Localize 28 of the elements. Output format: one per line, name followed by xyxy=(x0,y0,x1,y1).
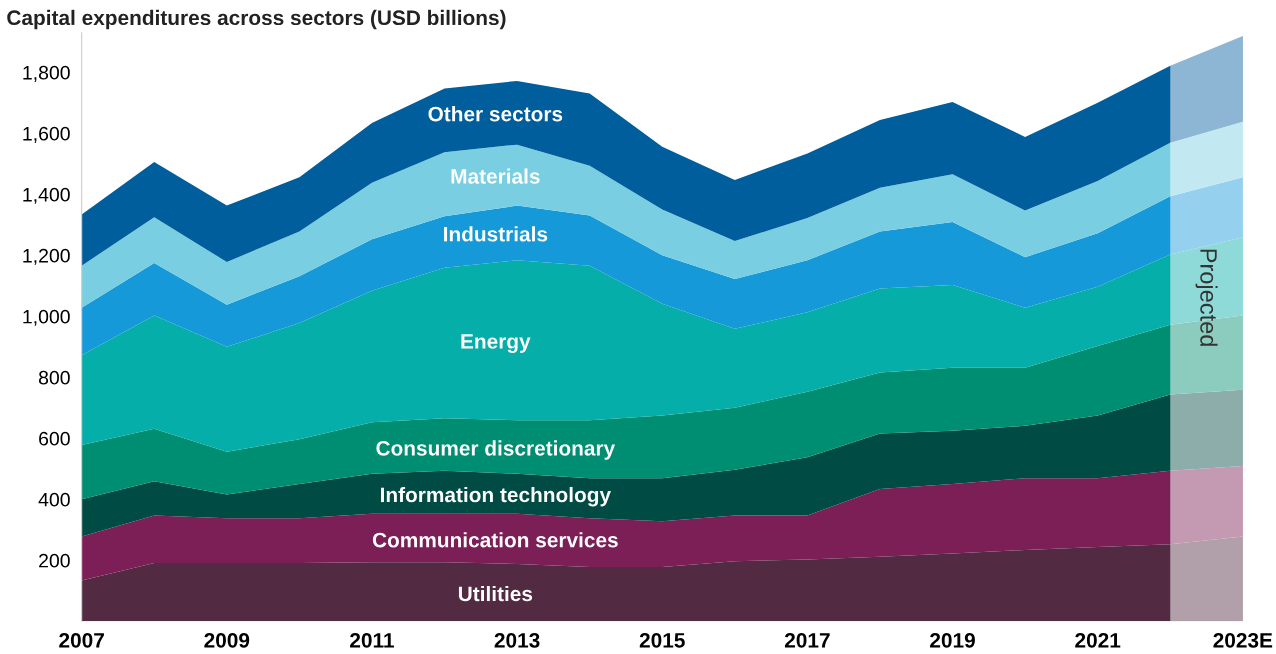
series-label: Industrials xyxy=(444,226,548,242)
x-tick-label: 2013 xyxy=(494,632,540,648)
series-label: Other sectors xyxy=(428,106,563,122)
chart-title: Capital expenditures across sectors (USD billions) xyxy=(7,9,506,30)
y-tick-label: 600 xyxy=(39,431,70,446)
y-tick-label: 1,400 xyxy=(23,187,70,204)
x-tick-label: 2015 xyxy=(639,632,685,648)
x-tick-label: 2011 xyxy=(350,632,394,648)
x-tick-label: 2019 xyxy=(930,632,975,648)
series-label: Communication services xyxy=(372,532,618,548)
y-tick-label: 200 xyxy=(39,553,70,568)
y-tick-label: 800 xyxy=(38,370,70,385)
x-tick-label: 2023E xyxy=(1213,632,1273,648)
y-tick-label: 1,200 xyxy=(23,248,70,265)
x-tick-label: 2009 xyxy=(204,632,250,648)
series-label: Consumer discretionary xyxy=(376,440,616,460)
y-tick-label: 1,000 xyxy=(23,309,70,326)
series-label: Energy xyxy=(461,334,531,354)
series-label: Utilities xyxy=(458,585,533,602)
y-tick-label: 400 xyxy=(38,492,70,507)
band-label: Projected xyxy=(1195,249,1218,346)
x-tick-label: 2017 xyxy=(784,632,830,648)
x-tick-label: 2021 xyxy=(1075,632,1121,648)
series-label: Information technology xyxy=(380,486,611,507)
y-tick-label: 1,800 xyxy=(23,65,70,82)
series-label: Materials xyxy=(451,168,540,184)
x-tick-label: 2007 xyxy=(59,632,104,648)
y-tick-label: 1,600 xyxy=(23,126,70,143)
